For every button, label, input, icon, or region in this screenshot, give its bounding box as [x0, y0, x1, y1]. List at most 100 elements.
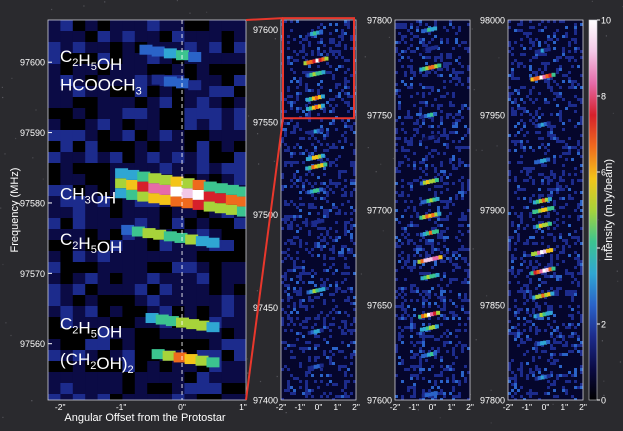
noise-pixel — [287, 305, 290, 308]
line-emission-pixel — [427, 27, 432, 32]
noise-pixel — [514, 311, 517, 314]
noise-pixel — [110, 339, 123, 351]
noise-pixel — [413, 290, 416, 293]
noise-pixel — [446, 218, 449, 221]
line-emission-pixel — [306, 73, 311, 78]
noise-pixel — [329, 50, 332, 53]
noise-pixel — [172, 383, 185, 395]
line-emission-pixel — [438, 255, 443, 260]
line-emission-pixel — [536, 76, 541, 81]
noise-pixel — [317, 176, 320, 179]
noise-pixel — [341, 32, 344, 35]
noise-pixel — [308, 281, 311, 284]
noise-pixel — [147, 31, 161, 43]
noise-pixel — [296, 266, 299, 269]
noise-pixel — [296, 224, 299, 227]
noise-pixel — [431, 125, 434, 128]
noise-pixel — [511, 395, 514, 398]
noise-pixel — [398, 26, 401, 29]
noise-pixel — [159, 284, 173, 296]
noise-pixel — [413, 254, 416, 257]
noise-pixel — [234, 306, 246, 318]
line-emission-pixel — [534, 123, 539, 128]
molecule-label-part: C — [60, 47, 72, 66]
noise-pixel — [458, 323, 461, 326]
noise-pixel — [523, 110, 526, 113]
noise-pixel — [401, 302, 404, 305]
noise-pixel — [458, 113, 461, 116]
noise-pixel — [440, 191, 443, 194]
line-emission-pixel — [308, 221, 313, 226]
noise-pixel — [449, 161, 452, 164]
noise-pixel — [344, 77, 347, 80]
noise-pixel — [323, 110, 326, 113]
x-tick-label: 0" — [429, 402, 437, 412]
noise-pixel — [329, 293, 332, 296]
noise-pixel — [577, 254, 580, 257]
line-emission-pixel — [163, 48, 177, 59]
noise-pixel — [209, 383, 223, 395]
noise-pixel — [413, 167, 416, 170]
noise-pixel — [467, 224, 470, 227]
noise-pixel — [296, 230, 299, 233]
molecule-label-part: 3 — [85, 194, 91, 206]
noise-pixel — [110, 284, 123, 296]
x-tick-label: -2" — [276, 402, 287, 412]
line-emission-pixel — [206, 237, 220, 248]
noise-pixel — [508, 50, 511, 53]
noise-pixel — [550, 371, 553, 374]
noise-pixel — [110, 372, 123, 384]
noise-pixel — [302, 152, 305, 155]
noise-pixel — [299, 197, 302, 200]
noise-pixel — [48, 97, 61, 109]
noise-pixel — [110, 75, 123, 87]
noise-pixel — [425, 254, 428, 257]
noise-pixel — [305, 191, 308, 194]
noise-pixel — [443, 206, 446, 209]
noise-pixel — [302, 44, 305, 47]
line-emission-pixel — [203, 201, 217, 212]
line-emission-pixel — [426, 274, 431, 279]
noise-pixel — [532, 347, 535, 350]
noise-pixel — [532, 236, 535, 239]
noise-pixel — [535, 254, 538, 257]
noise-pixel — [159, 141, 173, 153]
noise-pixel — [550, 263, 553, 266]
noise-pixel — [422, 44, 425, 47]
noise-pixel — [446, 113, 449, 116]
noise-pixel — [311, 275, 314, 278]
noise-pixel — [428, 368, 431, 371]
noise-pixel — [577, 335, 580, 338]
noise-pixel — [449, 200, 452, 203]
noise-pixel — [511, 68, 514, 71]
line-emission-pixel — [538, 208, 543, 213]
noise-pixel — [147, 284, 161, 296]
noise-pixel — [302, 320, 305, 323]
noise-pixel — [443, 245, 446, 248]
noise-pixel — [287, 35, 290, 38]
noise-pixel — [290, 155, 293, 158]
noise-pixel — [514, 77, 517, 80]
line-emission-pixel — [430, 352, 435, 357]
noise-pixel — [329, 23, 332, 26]
noise-pixel — [305, 221, 308, 224]
noise-pixel — [398, 116, 401, 119]
noise-pixel — [434, 194, 437, 197]
noise-pixel — [464, 293, 467, 296]
y-tick-label: 97800 — [367, 16, 392, 26]
noise-pixel — [110, 350, 123, 362]
noise-pixel — [184, 251, 198, 263]
noise-pixel — [440, 179, 443, 182]
noise-pixel — [547, 182, 550, 185]
noise-pixel — [428, 203, 431, 206]
noise-pixel — [571, 56, 574, 59]
noise-pixel — [449, 173, 452, 176]
line-emission-pixel — [312, 72, 317, 77]
noise-pixel — [221, 141, 235, 153]
noise-pixel — [547, 308, 550, 311]
noise-pixel — [413, 74, 416, 77]
noise-pixel — [293, 59, 296, 62]
line-emission-pixel — [542, 312, 547, 317]
noise-pixel — [511, 107, 514, 110]
background-speckle — [206, 11, 208, 13]
